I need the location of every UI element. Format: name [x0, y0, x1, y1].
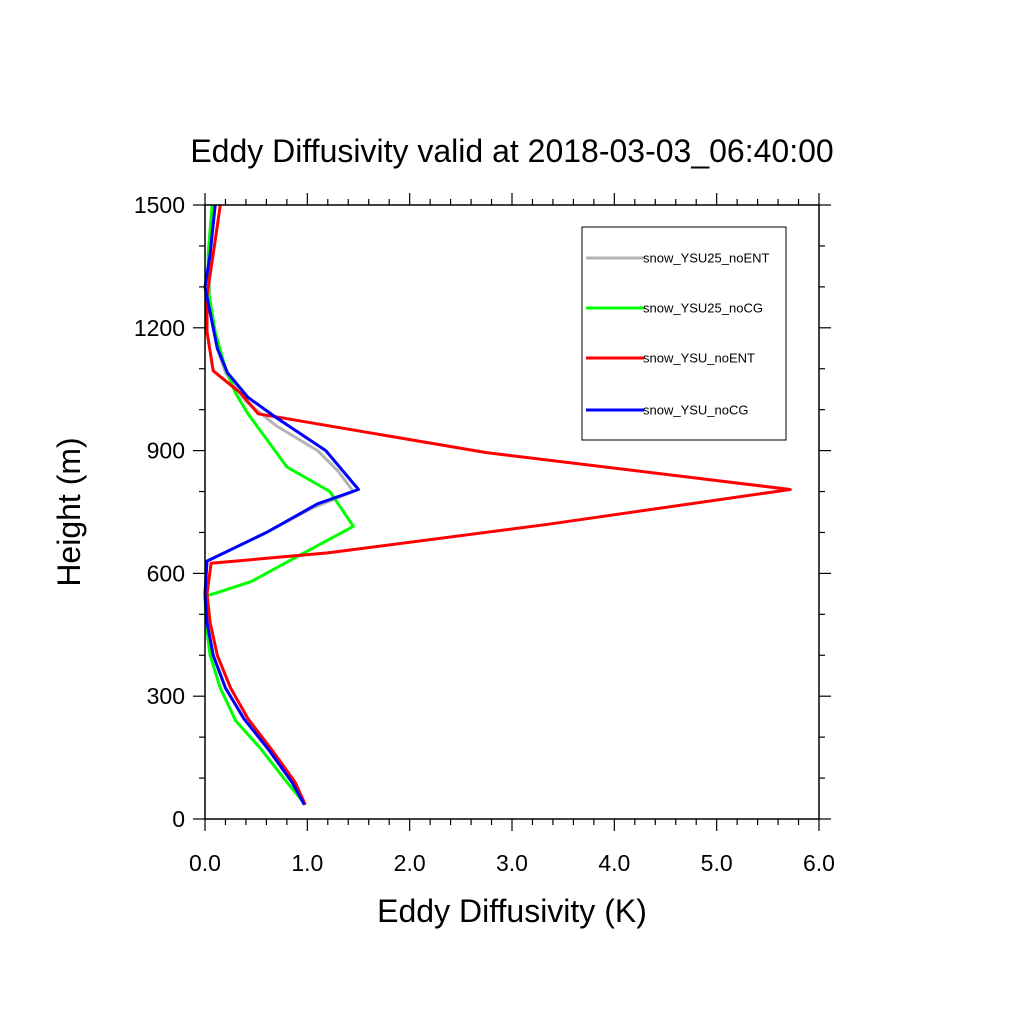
y-tick-label: 600	[147, 560, 185, 586]
legend-label: snow_YSU_noENT	[643, 351, 755, 366]
legend-label: snow_YSU25_noENT	[643, 251, 770, 266]
series-line-2	[203, 204, 355, 806]
y-tick-label: 1200	[134, 315, 185, 341]
y-axis-label: Height (m)	[51, 437, 87, 586]
chart-title: Eddy Diffusivity valid at 2018-03-03_06:…	[190, 133, 833, 169]
y-tick-label: 900	[147, 438, 185, 464]
legend: snow_YSU25_noENT snow_YSU25_noCG snow_YSU_…	[581, 226, 787, 441]
data-series	[203, 204, 792, 806]
y-tick-label: 0	[172, 806, 185, 832]
x-tick-label: 0.0	[189, 850, 221, 876]
x-tick-label: 2.0	[394, 850, 426, 876]
plot-frame	[204, 204, 820, 820]
axis-ticks	[193, 193, 831, 831]
tick-labels: 0.0 1.0 2.0 3.0 4.0 5.0 6.0 0 300 600 900 1200 1500	[134, 192, 835, 876]
legend-label: snow_YSU_noCG	[643, 403, 749, 418]
y-tick-label: 300	[147, 683, 185, 709]
legend-label: snow_YSU25_noCG	[643, 301, 763, 316]
x-axis-label: Eddy Diffusivity (K)	[377, 893, 647, 929]
x-tick-label: 1.0	[291, 850, 323, 876]
series-line-4	[203, 204, 360, 806]
x-tick-label: 6.0	[803, 850, 835, 876]
x-tick-label: 5.0	[701, 850, 733, 876]
x-tick-label: 4.0	[598, 850, 630, 876]
series-line-3	[205, 204, 792, 806]
series-line-1	[203, 204, 355, 806]
y-tick-label: 1500	[134, 192, 185, 218]
legend-box	[581, 226, 787, 441]
x-tick-label: 3.0	[496, 850, 528, 876]
